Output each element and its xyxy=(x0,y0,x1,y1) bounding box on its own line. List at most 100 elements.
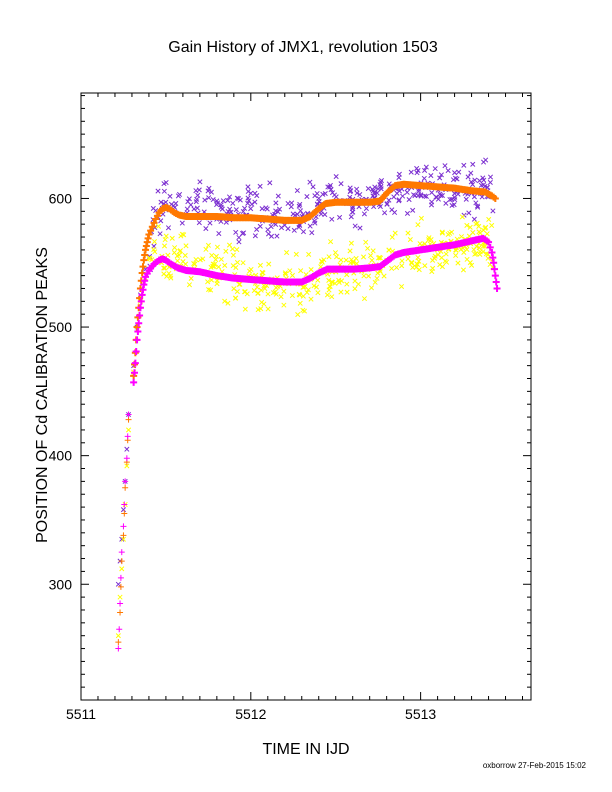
data-point-x xyxy=(191,261,197,267)
data-point-x xyxy=(337,214,343,221)
data-point-x xyxy=(377,182,383,188)
data-point-x xyxy=(453,247,459,253)
data-point-x xyxy=(206,195,212,201)
data-point-x xyxy=(307,223,313,229)
data-point-x xyxy=(416,267,422,273)
data-point-x xyxy=(329,216,335,222)
data-point-x xyxy=(467,224,473,230)
data-point-plus xyxy=(122,484,129,491)
data-point-x xyxy=(196,187,202,193)
data-point-x xyxy=(214,202,220,208)
axis-ticks xyxy=(80,93,531,700)
data-point-x xyxy=(230,200,236,206)
data-point-x xyxy=(147,256,153,262)
data-point-x xyxy=(452,175,459,181)
data-point-x xyxy=(324,292,330,298)
data-point-x xyxy=(248,266,254,273)
data-point-x xyxy=(322,212,328,218)
data-point-plus xyxy=(136,304,144,312)
data-point-x xyxy=(476,223,482,229)
data-point-x xyxy=(300,293,306,299)
data-point-x xyxy=(473,200,479,206)
data-point-x xyxy=(389,265,395,271)
data-point-x xyxy=(347,194,353,200)
data-point-x xyxy=(230,263,236,269)
data-point-x xyxy=(265,306,271,312)
data-point-x xyxy=(477,251,483,257)
data-point-x xyxy=(183,243,189,249)
data-point-x xyxy=(368,252,374,259)
data-point-x xyxy=(438,192,444,199)
data-point-x xyxy=(218,202,224,208)
data-point-x xyxy=(169,235,175,241)
data-point-plus xyxy=(121,501,128,508)
data-point-x xyxy=(333,174,339,180)
data-point-x xyxy=(474,203,481,209)
data-point-x xyxy=(180,259,186,265)
data-point-plus xyxy=(491,194,499,202)
y-tick-label: 300 xyxy=(49,576,73,592)
data-point-x xyxy=(479,194,485,200)
data-point-x xyxy=(234,247,240,253)
data-point-x xyxy=(265,291,271,297)
data-point-x xyxy=(197,179,203,185)
data-point-x xyxy=(489,222,495,229)
data-point-x xyxy=(369,257,375,263)
data-point-x xyxy=(396,175,402,181)
data-point-plus xyxy=(116,626,123,633)
data-point-x xyxy=(408,169,414,175)
data-point-x xyxy=(464,246,470,253)
data-point-x xyxy=(248,206,254,212)
x-tick-label: 5512 xyxy=(235,706,266,722)
data-point-x xyxy=(252,233,258,239)
data-point-x xyxy=(278,294,284,300)
data-point-x xyxy=(415,222,421,228)
data-point-x xyxy=(443,251,449,257)
data-point-x xyxy=(273,285,279,291)
data-point-plus xyxy=(134,328,142,336)
data-point-x xyxy=(333,194,339,200)
data-point-x xyxy=(194,205,200,211)
data-point-x xyxy=(234,259,241,265)
data-point-x xyxy=(429,268,435,275)
data-point-x xyxy=(288,204,294,210)
data-point-x xyxy=(458,234,465,240)
data-point-x xyxy=(333,254,340,260)
data-point-x xyxy=(352,286,358,292)
data-point-x xyxy=(370,248,376,254)
data-point-x xyxy=(423,193,429,199)
data-point-x xyxy=(174,253,180,259)
data-point-plus xyxy=(123,455,130,462)
data-point-plus xyxy=(115,645,122,652)
data-point-x xyxy=(268,224,274,230)
data-point-x xyxy=(464,222,470,229)
data-point-x xyxy=(439,229,445,235)
data-point-x xyxy=(430,257,436,263)
data-point-x xyxy=(266,261,272,267)
data-point-x xyxy=(285,226,291,232)
data-point-x xyxy=(452,170,458,176)
data-point-x xyxy=(326,287,332,293)
data-point-x xyxy=(270,290,276,296)
data-point-x xyxy=(227,206,233,212)
data-point-x xyxy=(295,312,301,318)
data-point-x xyxy=(487,179,493,186)
data-point-x xyxy=(392,209,398,216)
data-point-plus xyxy=(117,609,124,616)
data-point-plus xyxy=(492,278,500,286)
data-point-plus xyxy=(120,532,127,539)
data-point-x xyxy=(120,507,127,513)
data-point-x xyxy=(465,174,471,180)
data-point-x xyxy=(236,234,242,241)
data-point-x xyxy=(399,258,405,264)
data-point-x xyxy=(451,191,457,197)
data-point-plus xyxy=(135,319,143,327)
data-point-plus xyxy=(139,263,147,271)
data-point-plus xyxy=(124,433,131,440)
data-point-x xyxy=(226,242,233,248)
data-point-x xyxy=(124,463,130,469)
data-point-x xyxy=(377,255,384,261)
data-point-x xyxy=(213,257,219,263)
data-point-x xyxy=(466,210,472,216)
data-point-x xyxy=(449,196,455,202)
